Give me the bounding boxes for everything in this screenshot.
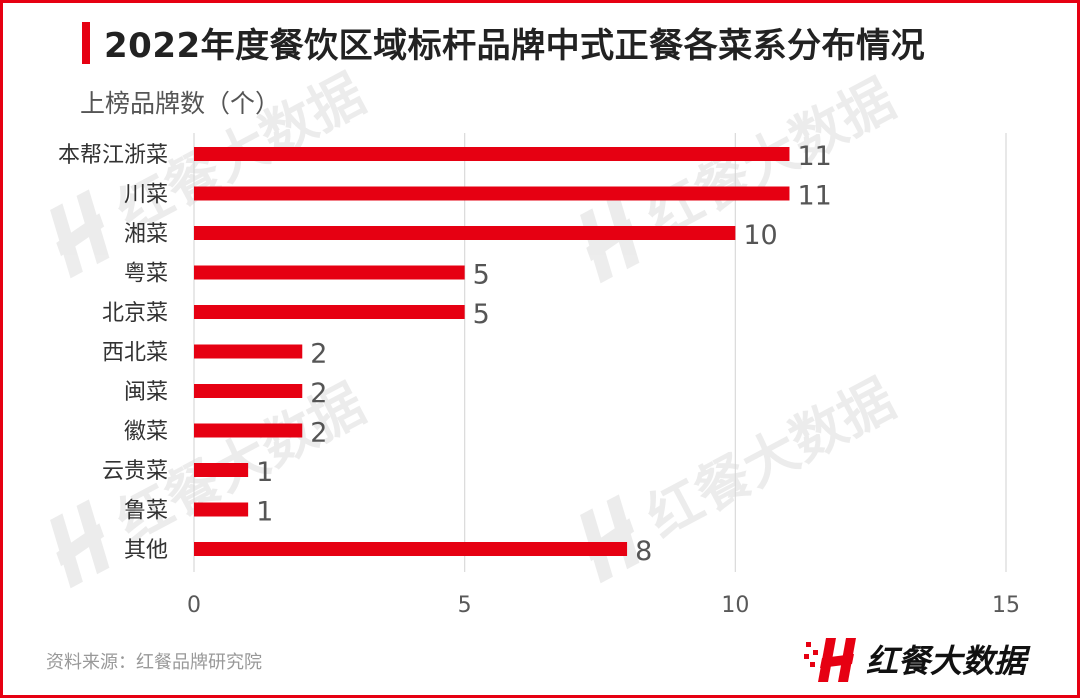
bar — [194, 463, 249, 477]
bar — [194, 265, 465, 280]
source-note: 资料来源：红餐品牌研究院 — [46, 652, 262, 673]
bar — [194, 226, 736, 240]
data-label: 8 — [635, 536, 652, 567]
category-label: 闽菜 — [124, 380, 168, 405]
x-tick-label: 10 — [721, 593, 749, 618]
category-label: 粤菜 — [124, 262, 168, 287]
category-label: 湘菜 — [124, 222, 168, 247]
title-accent-bar — [82, 22, 90, 64]
category-label: 西北菜 — [102, 341, 168, 366]
bar — [194, 147, 790, 161]
brand-logo-text: 红餐大数据 — [866, 642, 1027, 680]
bar — [194, 186, 790, 201]
data-label: 11 — [797, 141, 831, 172]
data-label: 1 — [256, 497, 273, 528]
brand-logo-icon — [804, 638, 856, 682]
data-label: 10 — [743, 220, 777, 251]
x-tick-label: 15 — [992, 593, 1020, 618]
category-label: 云贵菜 — [102, 459, 168, 484]
category-label: 其他 — [124, 538, 168, 563]
chart-title: 2022年度餐饮区域标杆品牌中式正餐各菜系分布情况 — [104, 26, 926, 66]
x-tick-label: 0 — [187, 593, 201, 618]
data-label: 2 — [310, 418, 327, 449]
category-label: 鲁菜 — [124, 499, 168, 524]
bar — [194, 384, 303, 398]
category-label: 北京菜 — [102, 301, 168, 326]
category-label: 川菜 — [124, 183, 168, 208]
unit-label: 上榜品牌数（个） — [80, 89, 281, 118]
data-label: 2 — [310, 339, 327, 370]
bar — [194, 344, 303, 359]
data-label: 5 — [473, 299, 490, 330]
x-tick-label: 5 — [458, 593, 472, 618]
brand-logo: 红餐大数据 — [800, 632, 1060, 688]
data-label: 1 — [256, 457, 273, 488]
bar — [194, 542, 628, 556]
bar — [194, 305, 465, 319]
data-label: 11 — [797, 181, 831, 212]
bar — [194, 423, 303, 438]
data-label: 2 — [310, 378, 327, 409]
bar — [194, 502, 249, 517]
category-label: 徽菜 — [124, 420, 168, 445]
data-label: 5 — [473, 260, 490, 291]
category-label: 本帮江浙菜 — [58, 143, 168, 168]
